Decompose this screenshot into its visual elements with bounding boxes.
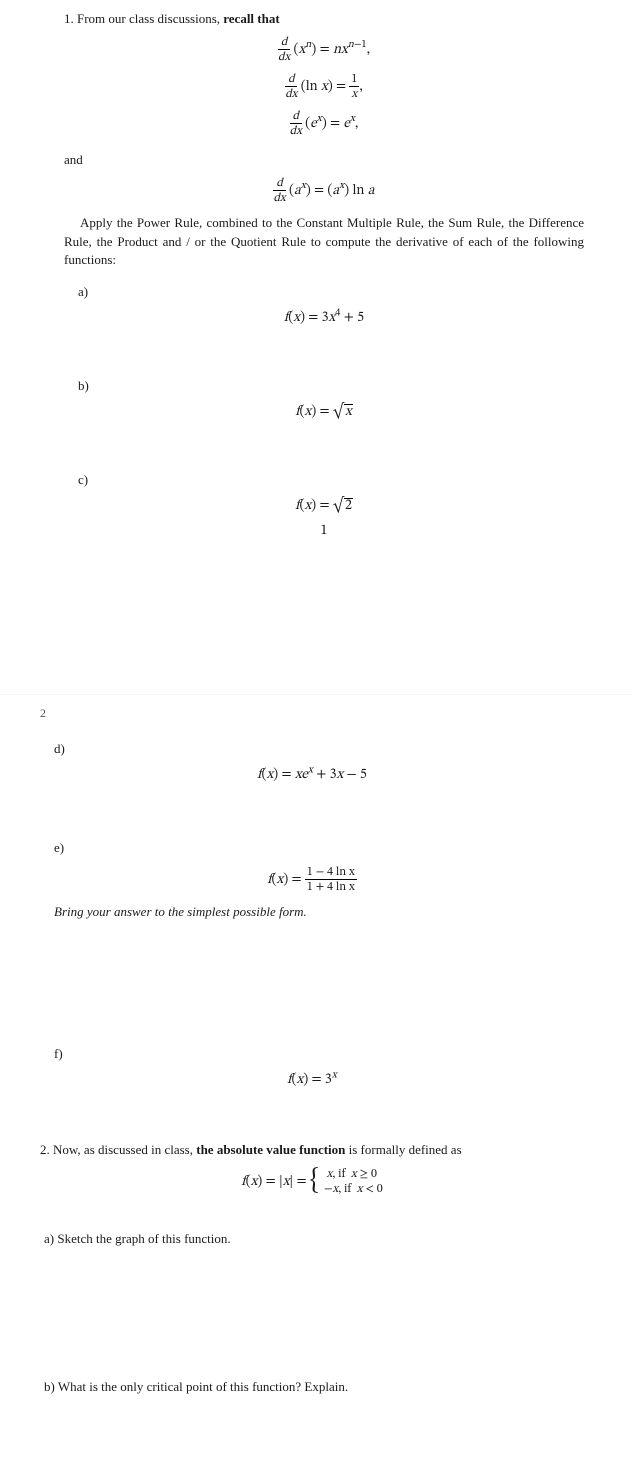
page-1: 1. From our class discussions, recall th… xyxy=(0,0,632,694)
part-b-label: b) xyxy=(78,377,584,395)
rule-exp: ddx (ex) = ex, xyxy=(64,110,584,137)
rule-ln: ddx (ln x) = 1x, xyxy=(64,73,584,100)
page-2: 2 d) f(x) = xex + 3x − 5 e) f(x) = 1 − 4… xyxy=(0,694,632,1474)
q2-intro: 2. Now, as discussed in class, the absol… xyxy=(40,1141,584,1159)
abs-bot: −x, if x < 0 xyxy=(324,1182,383,1198)
part-d-label: d) xyxy=(54,740,584,758)
part-c-eq: f(x) = √2 1 xyxy=(64,497,584,542)
part-e-note: Bring your answer to the simplest possib… xyxy=(54,903,584,921)
abs-def: f(x) = |x| = x, if x ≥ 0 −x, if x < 0 xyxy=(40,1167,584,1198)
abs-top: x, if x ≥ 0 xyxy=(324,1167,383,1183)
rule-power: ddx (xn) = nxn−1, xyxy=(64,36,584,63)
q2a: a) Sketch the graph of this function. xyxy=(44,1230,584,1248)
part-a-label: a) xyxy=(78,283,584,301)
apply-instructions: Apply the Power Rule, combined to the Co… xyxy=(64,214,584,269)
part-e-eq: f(x) = 1 − 4 ln x 1 + 4 ln x xyxy=(40,866,584,893)
part-e-note-text: Bring your answer to the simplest possib… xyxy=(54,904,307,919)
part-f-label: f) xyxy=(54,1045,584,1063)
and-label: and xyxy=(64,151,584,169)
part-b-eq: f(x) = √x xyxy=(64,403,584,423)
q1-intro: 1. From our class discussions, recall th… xyxy=(64,10,584,28)
rule-ax: ddx (ax) = (ax) ln a xyxy=(64,177,584,204)
part-e-den: 1 + 4 ln x xyxy=(305,880,357,893)
page-container: 1. From our class discussions, recall th… xyxy=(0,0,632,1474)
part-c-bottom: 1 xyxy=(64,522,584,542)
part-e-num: 1 − 4 ln x xyxy=(305,866,357,880)
q2b: b) What is the only critical point of th… xyxy=(44,1378,584,1396)
q2-intro-text: 2. Now, as discussed in class, the absol… xyxy=(40,1142,462,1157)
part-a-eq: f(x) = 3x4 + 5 xyxy=(64,309,584,329)
part-f-eq: f(x) = 3x xyxy=(40,1071,584,1091)
part-c-label: c) xyxy=(78,471,584,489)
page-number-2: 2 xyxy=(40,705,584,722)
part-d-eq: f(x) = xex + 3x − 5 xyxy=(40,766,584,786)
q1-intro-text: 1. From our class discussions, recall th… xyxy=(64,11,280,26)
part-e-label: e) xyxy=(54,839,584,857)
